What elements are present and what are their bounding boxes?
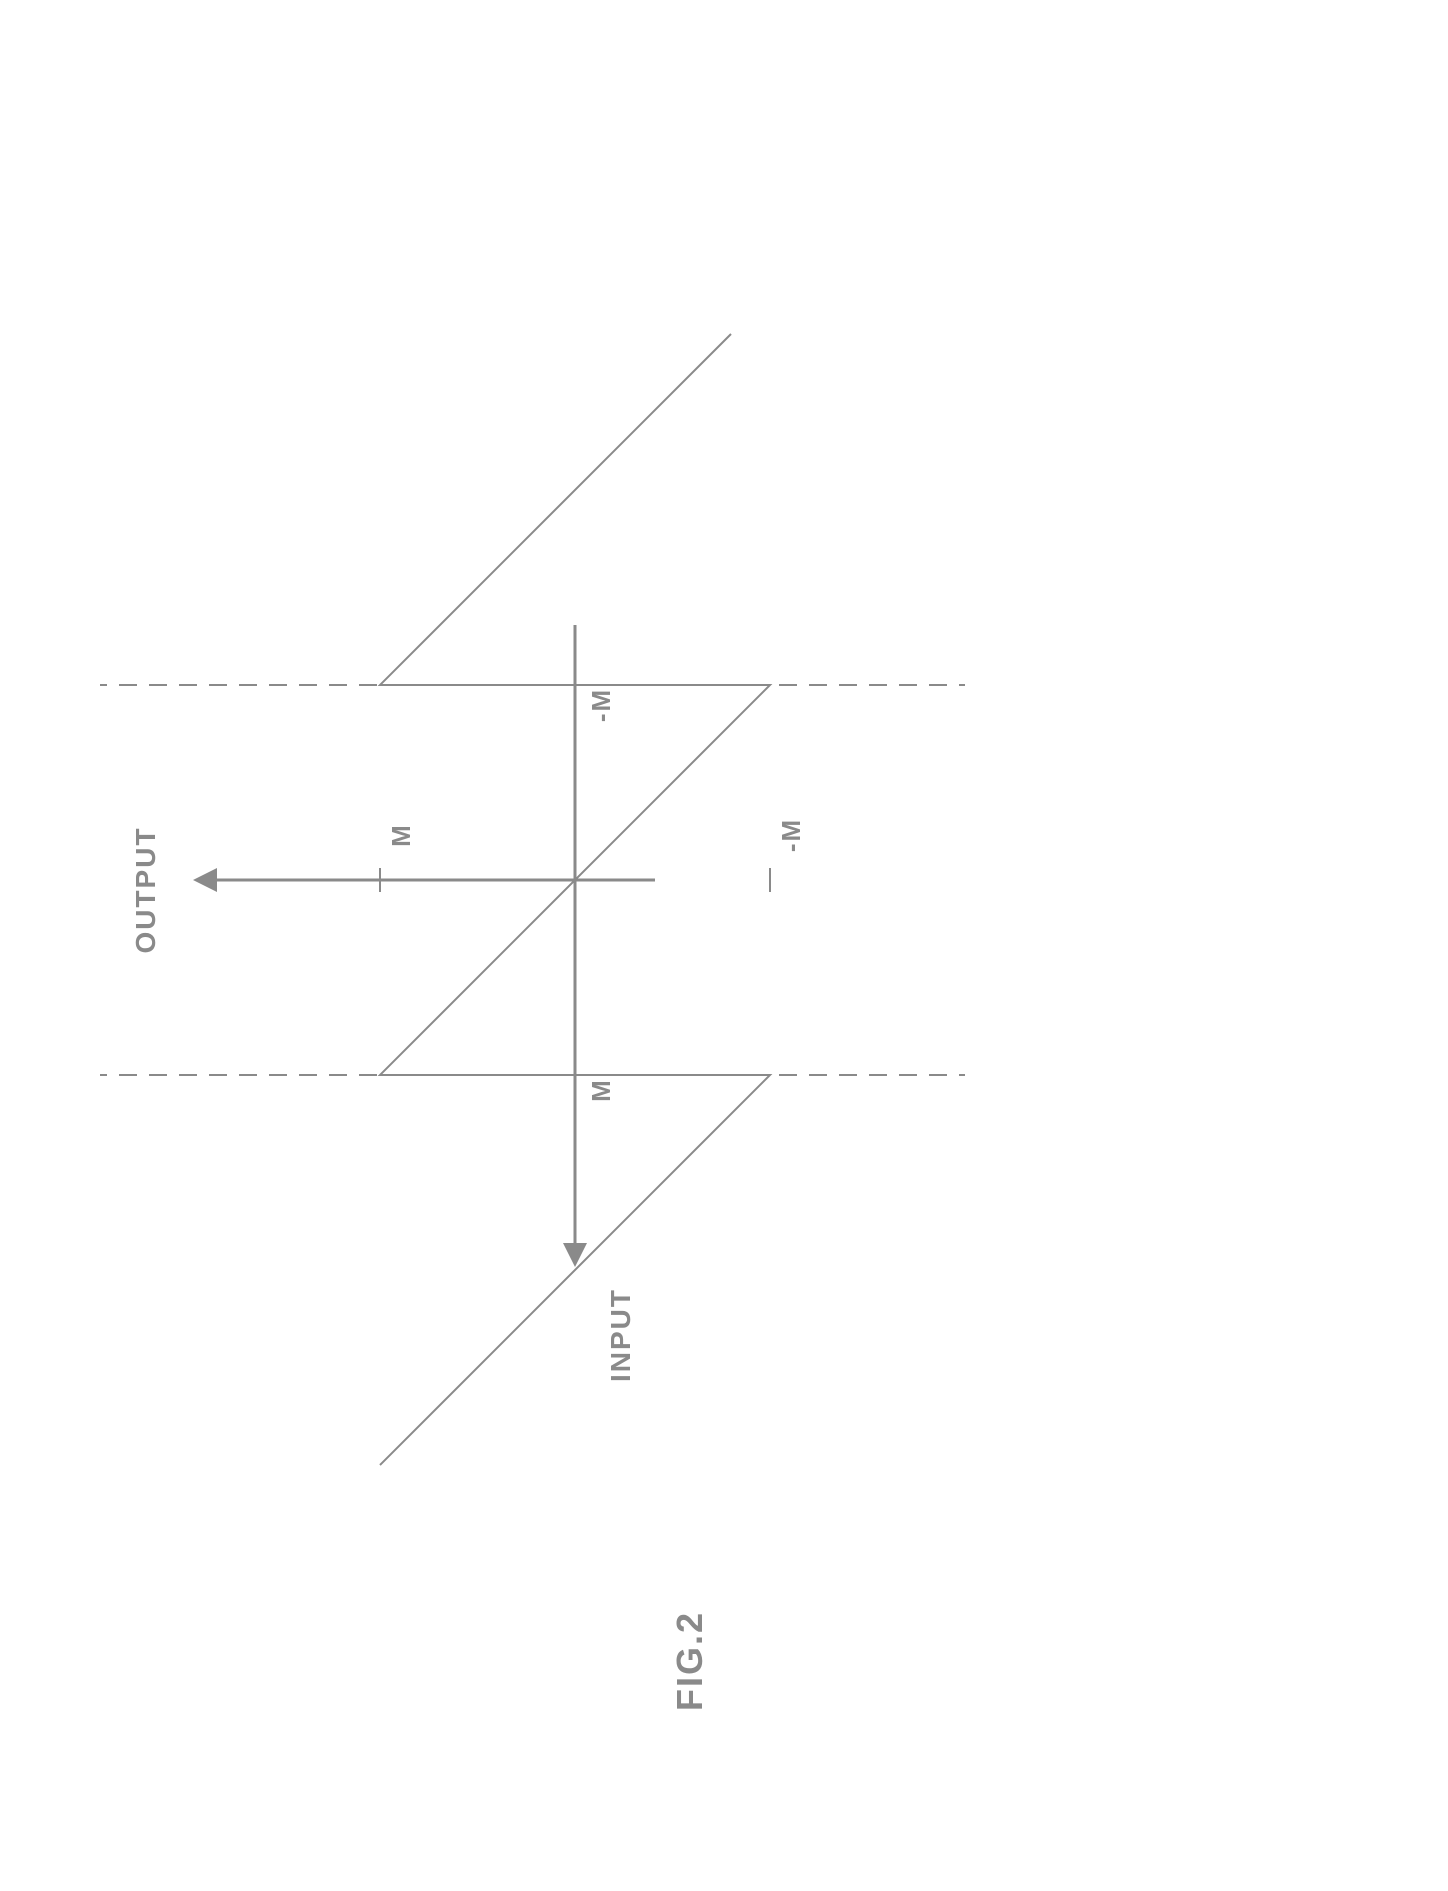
y-axis-label: OUTPUT bbox=[130, 826, 161, 953]
chart-container: INPUT OUTPUT -M M M -M bbox=[100, 280, 1000, 1480]
sawtooth-chart: INPUT OUTPUT -M M M -M bbox=[100, 280, 1000, 1480]
y-tick-pos-m: M bbox=[386, 823, 416, 847]
x-tick-neg-m: -M bbox=[586, 688, 616, 722]
y-tick-neg-m: -M bbox=[776, 818, 806, 852]
x-tick-pos-m: M bbox=[586, 1078, 616, 1102]
x-axis-arrow bbox=[563, 1243, 587, 1267]
figure-caption: FIG.2 bbox=[669, 1611, 711, 1711]
x-axis-label: INPUT bbox=[605, 1288, 636, 1382]
y-axis-arrow bbox=[193, 868, 217, 892]
